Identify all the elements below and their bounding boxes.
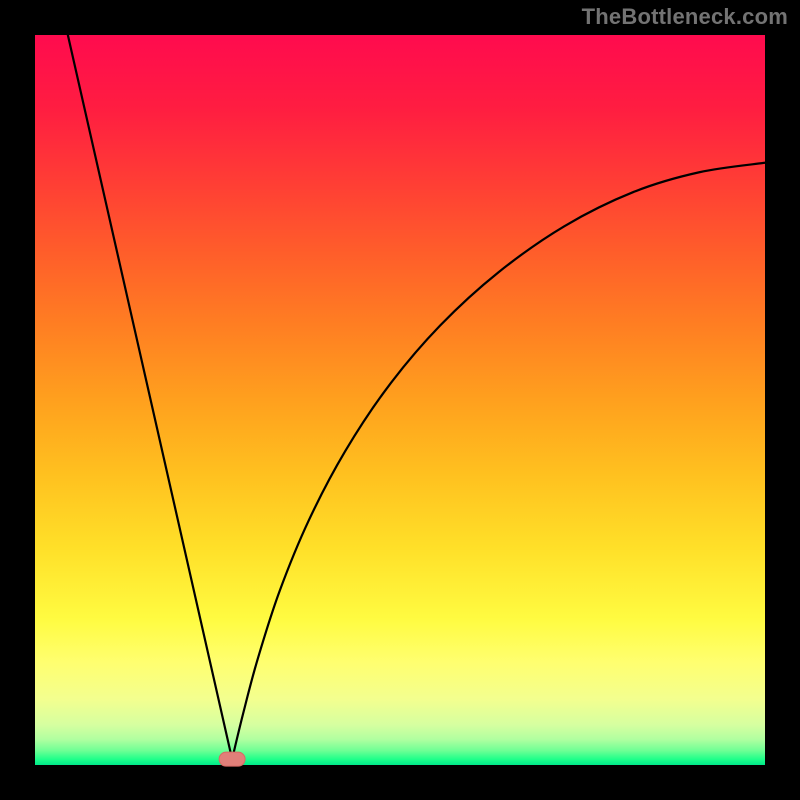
optimal-marker (219, 752, 245, 766)
chart-container: TheBottleneck.com (0, 0, 800, 800)
bottleneck-chart (0, 0, 800, 800)
plot-background (35, 35, 765, 765)
watermark-text: TheBottleneck.com (582, 4, 788, 30)
